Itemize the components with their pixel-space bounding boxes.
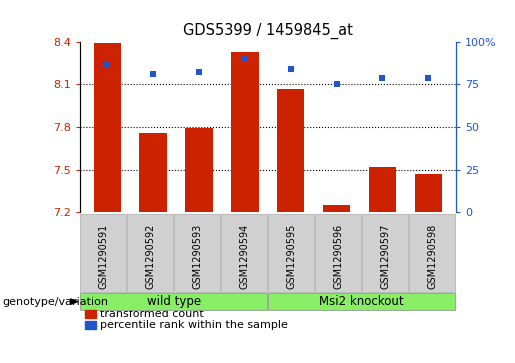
- Text: Msi2 knockout: Msi2 knockout: [319, 295, 404, 308]
- Bar: [277, 89, 304, 212]
- Text: GSM1290595: GSM1290595: [286, 224, 296, 289]
- Text: GSM1290596: GSM1290596: [333, 224, 344, 289]
- Title: GDS5399 / 1459845_at: GDS5399 / 1459845_at: [183, 23, 353, 39]
- Bar: [185, 129, 213, 212]
- Text: genotype/variation: genotype/variation: [3, 297, 109, 307]
- Bar: [231, 52, 259, 212]
- Text: GSM1290593: GSM1290593: [192, 224, 202, 289]
- Text: transformed count: transformed count: [100, 309, 204, 319]
- Bar: [140, 133, 167, 212]
- Bar: [415, 174, 442, 212]
- Text: GSM1290592: GSM1290592: [145, 224, 156, 289]
- Bar: [369, 167, 396, 212]
- Bar: [323, 205, 350, 212]
- Bar: [94, 43, 121, 212]
- Text: GSM1290594: GSM1290594: [239, 224, 249, 289]
- Text: GSM1290591: GSM1290591: [98, 224, 108, 289]
- Text: wild type: wild type: [147, 295, 201, 308]
- Text: percentile rank within the sample: percentile rank within the sample: [100, 319, 288, 330]
- Text: GSM1290598: GSM1290598: [427, 224, 437, 289]
- Text: GSM1290597: GSM1290597: [380, 224, 390, 289]
